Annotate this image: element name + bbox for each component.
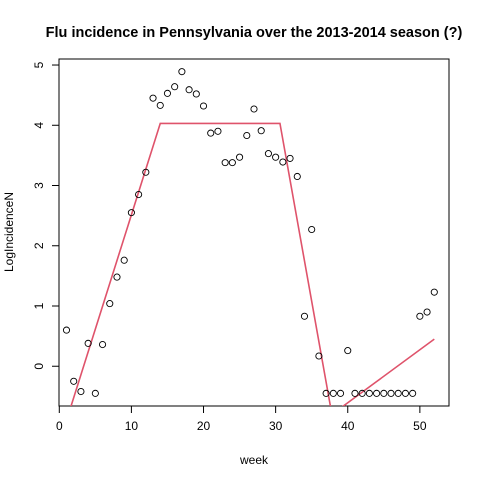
y-axis: 0 1 2 3 4 5	[32, 61, 60, 370]
data-point	[113, 273, 121, 281]
data-point	[171, 83, 179, 91]
data-point	[243, 131, 251, 140]
y-tick-label: 5	[32, 61, 46, 68]
data-point	[228, 159, 236, 167]
y-tick-label: 3	[32, 182, 46, 189]
data-point	[387, 389, 395, 397]
data-point	[199, 102, 208, 110]
data-point	[322, 389, 330, 397]
y-tick-label: 1	[32, 302, 46, 309]
data-point	[106, 300, 114, 308]
data-point	[315, 352, 323, 360]
chart-title: Flu incidence in Pennsylvania over the 2…	[46, 25, 463, 41]
data-point	[236, 153, 244, 161]
y-tick-label: 2	[32, 242, 46, 249]
point-layer	[62, 68, 438, 397]
data-point	[142, 168, 150, 176]
data-point	[329, 389, 337, 397]
data-point	[62, 326, 71, 334]
data-point	[264, 150, 272, 158]
data-point	[401, 389, 409, 397]
data-point	[272, 153, 280, 161]
data-point	[207, 129, 215, 137]
data-point	[149, 94, 157, 102]
data-point	[91, 389, 99, 397]
data-point	[358, 389, 366, 397]
data-point	[84, 339, 92, 347]
data-point	[156, 101, 164, 109]
data-point	[185, 86, 193, 94]
x-tick-label: 0	[56, 419, 63, 433]
data-point	[373, 389, 381, 397]
x-tick-label: 50	[413, 419, 427, 433]
data-point	[380, 389, 388, 397]
data-point	[279, 158, 287, 166]
x-tick-label: 20	[197, 419, 211, 433]
y-tick-label: 0	[32, 363, 46, 370]
x-tick-label: 10	[125, 419, 139, 433]
data-point	[127, 209, 135, 217]
fit-line	[70, 122, 435, 406]
data-point	[365, 389, 373, 397]
data-point	[430, 288, 438, 296]
data-point	[163, 89, 172, 97]
data-point	[250, 105, 258, 113]
data-point	[300, 312, 309, 320]
data-point	[394, 389, 402, 397]
data-point	[286, 154, 294, 162]
fit-line-layer	[70, 122, 435, 406]
x-tick-label: 40	[341, 419, 355, 433]
data-point	[351, 389, 359, 397]
data-point	[70, 377, 78, 385]
plot-frame	[58, 58, 450, 407]
data-point	[423, 308, 431, 316]
data-point	[192, 90, 200, 98]
data-point	[120, 256, 128, 264]
data-point	[344, 347, 352, 355]
data-point	[178, 68, 186, 76]
x-tick-label: 30	[269, 419, 283, 433]
data-point	[257, 127, 265, 135]
y-axis-label: LogIncidenceN	[2, 192, 16, 272]
data-point	[77, 387, 85, 396]
data-point	[416, 312, 424, 320]
data-point	[99, 341, 107, 349]
data-point	[308, 225, 316, 234]
data-point	[135, 190, 143, 199]
x-axis: 0 10 20 30 40 50	[56, 405, 427, 433]
data-point	[214, 127, 222, 135]
data-point	[409, 389, 417, 397]
data-point	[221, 159, 229, 167]
x-axis-label: week	[239, 453, 269, 467]
y-tick-label: 4	[32, 122, 46, 129]
data-point	[336, 389, 345, 397]
data-point	[293, 172, 301, 181]
